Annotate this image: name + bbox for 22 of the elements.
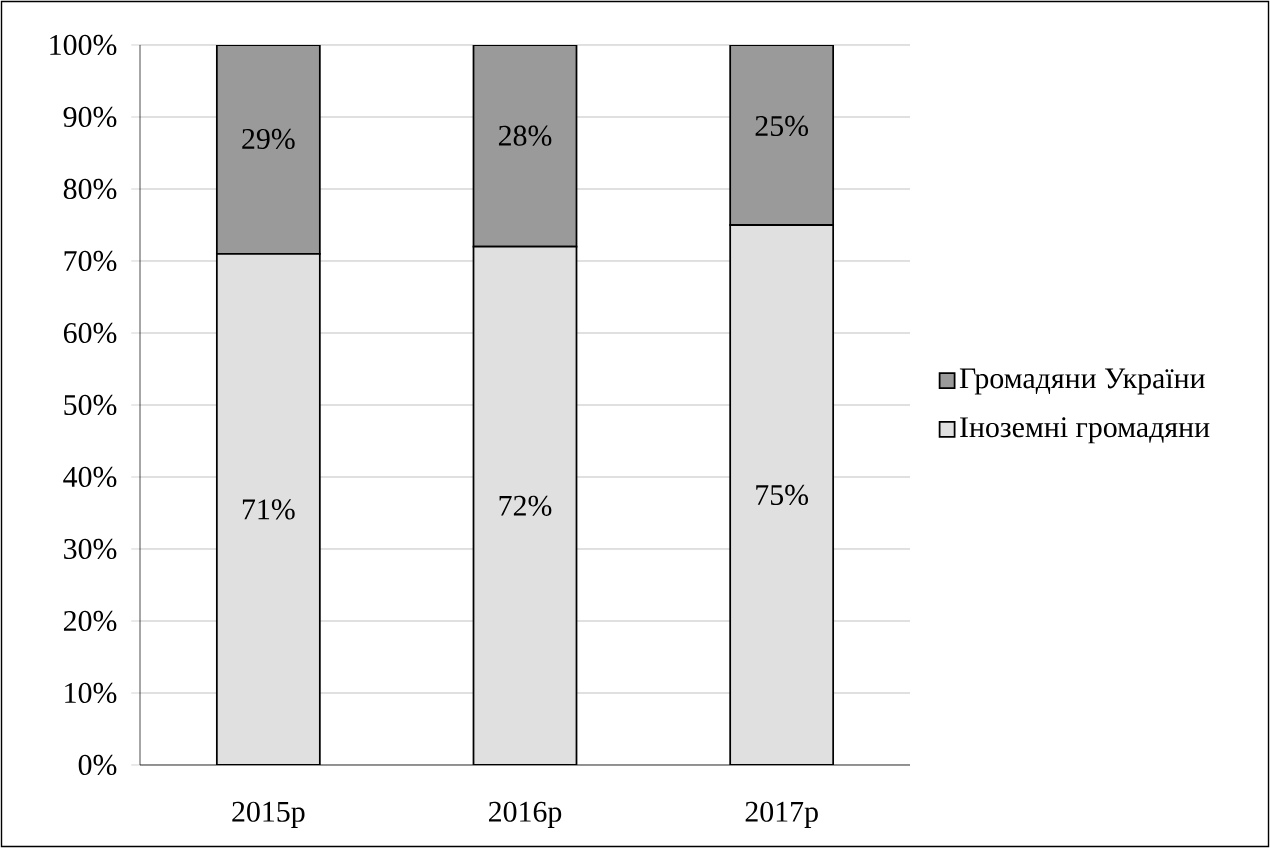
y-tick-label: 90% <box>63 106 117 128</box>
y-tick-label: 50% <box>64 394 117 416</box>
data-label: 29% <box>242 128 295 150</box>
data-label: 28% <box>498 125 552 146</box>
data-label: 72% <box>499 495 552 516</box>
y-tick-label: 40% <box>63 466 117 488</box>
data-label: 75% <box>756 484 809 506</box>
y-tick-label: 10% <box>65 682 117 704</box>
legend-label: Іноземні громадяни <box>960 417 1210 444</box>
y-tick-label: 70% <box>64 250 117 272</box>
data-label: 71% <box>242 499 295 520</box>
y-tick-label: 80% <box>63 178 117 200</box>
data-label: 25% <box>755 115 809 137</box>
y-tick-label: 20% <box>63 610 117 632</box>
legend-label: Громадяни України <box>959 368 1205 395</box>
x-tick-label: 2017р <box>745 801 818 828</box>
y-tick-label: 100% <box>50 34 117 56</box>
x-tick-label: 2016р <box>488 801 562 828</box>
x-tick-label: 2015р <box>232 801 305 828</box>
y-tick-label: 30% <box>64 538 117 560</box>
y-tick-label: 0% <box>78 754 117 776</box>
y-tick-label: 60% <box>63 322 117 344</box>
